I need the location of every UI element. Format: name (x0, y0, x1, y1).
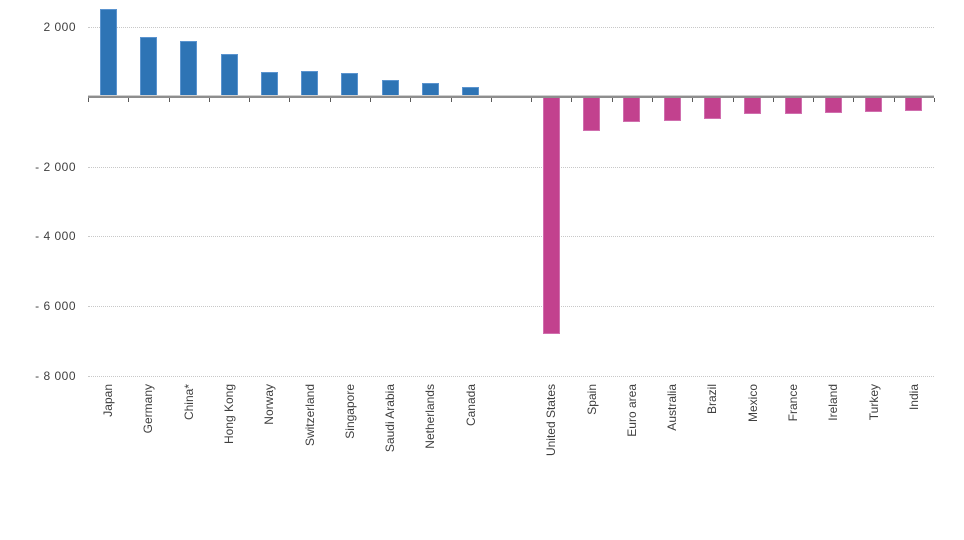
axis-tick-mark (652, 98, 653, 102)
axis-tick-mark (894, 98, 895, 102)
bar-euro-area (623, 97, 640, 122)
axis-tick-mark (169, 98, 170, 102)
axis-tick-mark (813, 98, 814, 102)
x-axis-label: India (907, 384, 921, 411)
bar-australia (664, 97, 681, 121)
axis-tick-mark (853, 98, 854, 102)
x-axis-label: Norway (262, 384, 276, 425)
axis-tick-mark (773, 98, 774, 102)
x-axis-label: Spain (585, 384, 599, 415)
axis-tick-mark (370, 98, 371, 102)
axis-tick-mark (209, 98, 210, 102)
x-axis-label: France (786, 384, 800, 422)
bar-netherlands (422, 83, 439, 96)
bar-hong-kong (221, 54, 238, 97)
grid-line (88, 27, 934, 28)
x-axis-label: China* (182, 384, 196, 421)
axis-tick-mark (128, 98, 129, 102)
x-axis-label: Netherlands (423, 384, 437, 449)
axis-tick-mark (733, 98, 734, 102)
bar-china- (180, 41, 197, 97)
bar-turkey (865, 97, 882, 112)
x-axis-label: Turkey (867, 384, 881, 421)
x-axis-label: Australia (665, 384, 679, 431)
x-axis-label: Brazil (705, 384, 719, 415)
axis-tick-mark (451, 98, 452, 102)
x-axis-label: United States (544, 384, 558, 457)
bar-norway (261, 72, 278, 96)
y-tick-label: 2 000 (43, 20, 76, 34)
grid-line (88, 167, 934, 168)
x-axis-label: Germany (141, 384, 155, 434)
bar-canada (462, 87, 479, 96)
x-axis-label: Saudi Arabia (383, 384, 397, 453)
axis-tick-mark (531, 98, 532, 102)
bar-switzerland (301, 71, 318, 96)
axis-tick-mark (571, 98, 572, 102)
x-axis-label: Canada (464, 384, 478, 427)
axis-tick-mark (934, 98, 935, 102)
x-axis-label: Ireland (826, 384, 840, 421)
grid-line (88, 306, 934, 307)
x-axis-label: Hong Kong (222, 384, 236, 445)
y-tick-label: - 4 000 (35, 229, 76, 243)
axis-tick-mark (491, 98, 492, 102)
axis-tick-mark (612, 98, 613, 102)
bar-united-states (543, 97, 560, 334)
bar-singapore (341, 73, 358, 96)
axis-tick-mark (289, 98, 290, 102)
x-axis-label: Japan (101, 384, 115, 417)
x-axis-label: Mexico (746, 384, 760, 423)
bar-germany (140, 37, 157, 97)
bar-france (785, 97, 802, 114)
bar-spain (583, 97, 600, 131)
grid-line (88, 236, 934, 237)
bar-india (905, 97, 922, 111)
zero-axis-line (88, 95, 934, 98)
axis-tick-mark (410, 98, 411, 102)
bar-mexico (744, 97, 761, 114)
bar-saudi-arabia (382, 80, 399, 97)
x-axis-label: Singapore (343, 384, 357, 439)
grid-line (88, 376, 934, 377)
bar-japan (100, 9, 117, 96)
axis-tick-mark (249, 98, 250, 102)
x-axis-label: Switzerland (303, 384, 317, 447)
y-tick-label: - 2 000 (35, 160, 76, 174)
axis-tick-mark (692, 98, 693, 102)
bar-ireland (825, 97, 842, 113)
y-tick-label: - 8 000 (35, 369, 76, 383)
axis-tick-mark (88, 98, 89, 102)
bar-brazil (704, 97, 721, 119)
y-tick-label: - 6 000 (35, 299, 76, 313)
x-axis-label: Euro area (625, 384, 639, 437)
axis-tick-mark (330, 98, 331, 102)
